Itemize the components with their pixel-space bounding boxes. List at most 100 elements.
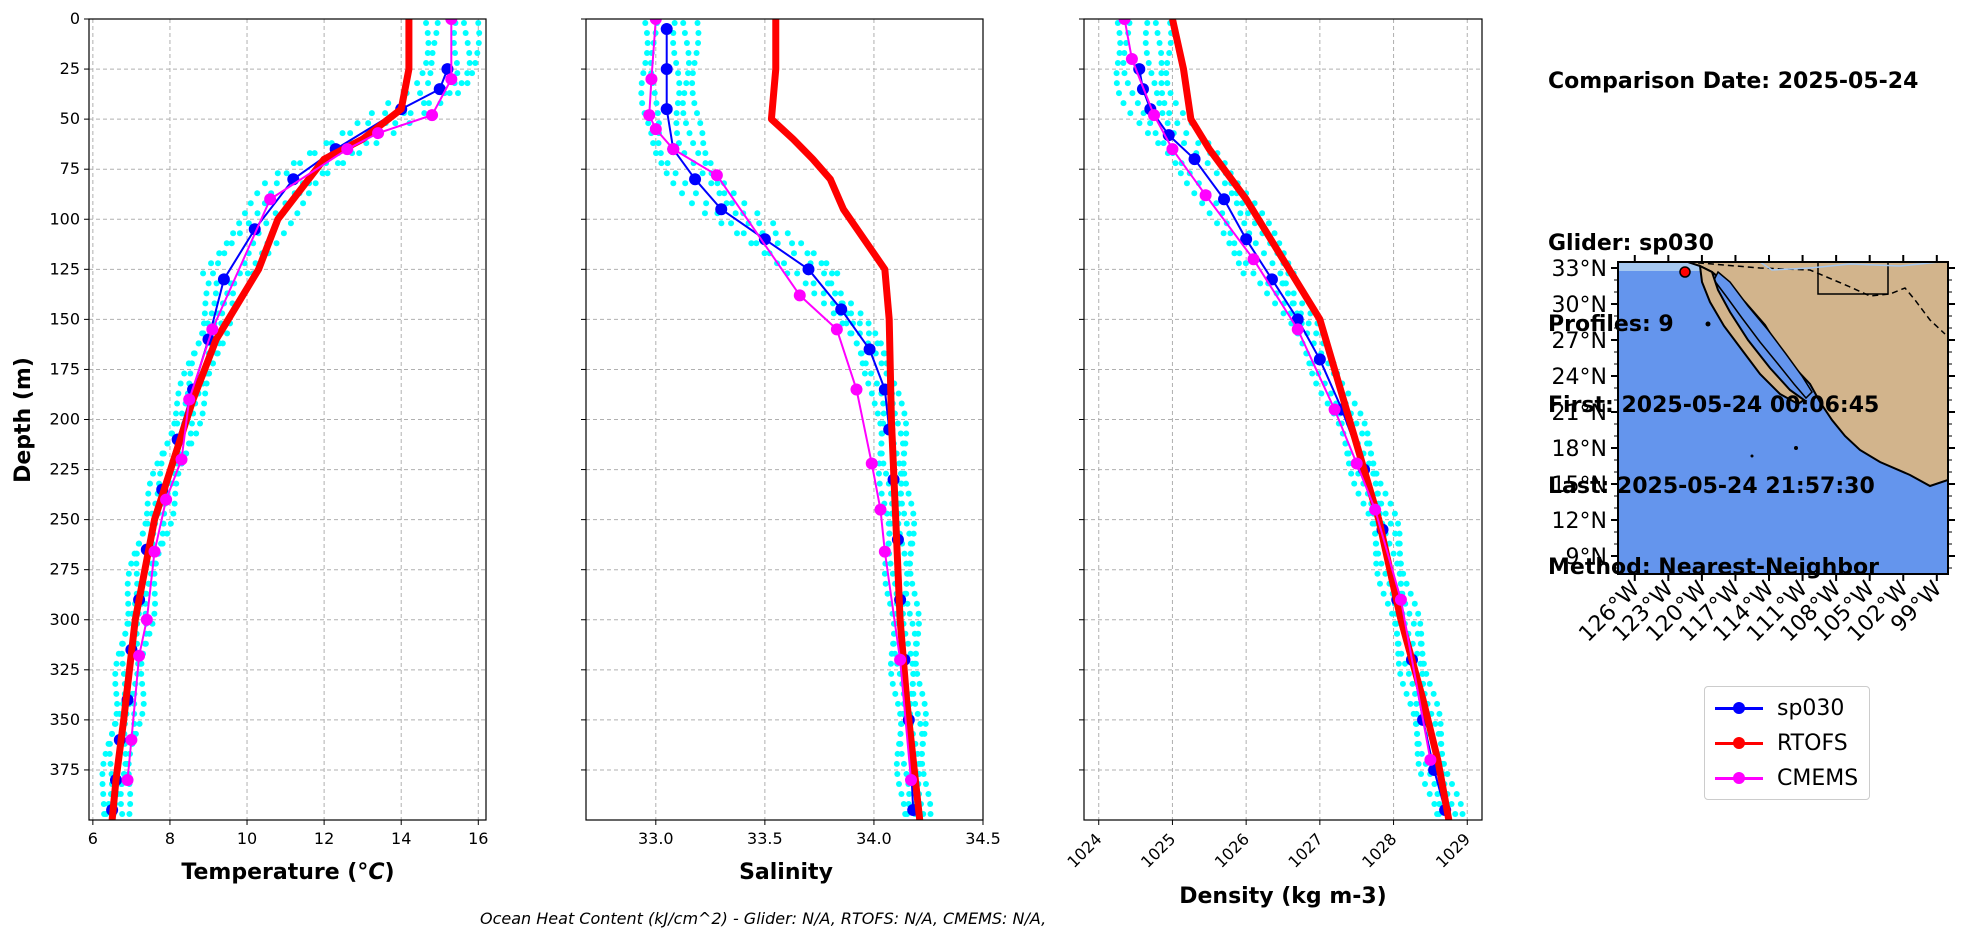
map-lat-label: 24°N [1552,365,1607,390]
glider-profile-point [1257,280,1264,287]
y-tick-label: 375 [49,760,80,779]
glider-profile-point [896,460,903,467]
map-lat-label: 9°N [1566,545,1607,570]
series-point-cmems [1199,189,1212,202]
glider-profile-point [1191,190,1198,197]
series-point-cmems [1328,403,1341,416]
glider-profile-point [1413,700,1420,707]
plot-area [99,19,483,820]
glider-profile-point [1127,110,1134,117]
glider-profile-point [922,710,929,717]
glider-profile-point [1418,640,1425,647]
glider-profile-point [685,70,692,77]
glider-profile-point [1233,200,1240,207]
glider-profile-point [1345,460,1352,467]
glider-profile-point [898,790,905,797]
glider-profile-point [874,410,881,417]
glider-profile-point [211,300,218,307]
series-point-sp030 [1218,193,1231,206]
series-point-sp030 [217,273,230,286]
glider-profile-point [818,260,825,267]
glider-profile-point [1377,480,1384,487]
x-axis-label-temperature: Temperature (°C) [181,860,394,885]
glider-profile-point [791,250,798,257]
glider-profile-point [1242,260,1249,267]
glider-profile-point [1438,730,1445,737]
glider-profile-point [909,680,916,687]
glider-profile-point [1142,30,1149,37]
glider-profile-point [146,630,153,637]
glider-profile-point [1252,240,1259,247]
y-tick-label: 75 [60,159,80,178]
info-line: First: 2025-05-24 00:06:45 [1548,393,1880,418]
glider-profile-point [685,60,692,67]
glider-profile-point [1164,60,1171,67]
glider-profile-point [1181,140,1188,147]
glider-profile-point [407,110,414,117]
glider-profile-point [1269,260,1276,267]
glider-profile-point [871,400,878,407]
glider-profile-point [887,560,894,567]
glider-profile-point [273,240,280,247]
glider-profile-point [283,170,290,177]
glider-profile-point [913,600,920,607]
glider-profile-point [1440,760,1447,767]
x-tick-label: 16 [468,829,488,848]
glider-profile-point [811,290,818,297]
glider-profile-point [1396,540,1403,547]
glider-profile-point [158,460,165,467]
glider-profile-point [1439,750,1446,757]
glider-profile-point [671,50,678,57]
glider-profile-point [1213,170,1220,177]
y-tick-label: 200 [49,410,80,429]
series-point-sp030 [863,343,876,356]
glider-profile-point [202,300,209,307]
glider-profile-point [1280,310,1287,317]
glider-profile-point [290,160,297,167]
glider-profile-point [909,580,916,587]
series-line-rtofs [767,19,924,820]
legend-item-rtofs: RTOFS [1715,729,1848,757]
glider-profile-point [1264,290,1271,297]
glider-profile-point [756,220,763,227]
glider-profile-point [919,690,926,697]
glider-profile-point [1417,620,1424,627]
glider-profile-point [673,120,680,127]
map-lat-label: 21°N [1552,401,1607,426]
x-tick-label: 14 [391,829,411,848]
series-line-cmems [1123,19,1432,761]
glider-profile-point [125,620,132,627]
series-point-sp030 [1291,313,1304,326]
x-tick-label: 1029 [1432,829,1474,871]
glider-profile-point [1183,130,1190,137]
glider-profile-point [117,790,124,797]
glider-profile-point [889,680,896,687]
glider-profile-point [898,480,905,487]
glider-profile-point [125,600,132,607]
glider-profile-point [1415,610,1422,617]
glider-profile-point [878,360,885,367]
glider-profile-point [212,290,219,297]
series-point-sp030 [660,63,673,76]
map-frame [1617,261,1949,575]
y-tick-label: 225 [49,460,80,479]
glider-profile-point [920,770,927,777]
glider-profile-point [143,510,150,517]
glider-profile-point [164,440,171,447]
glider-profile-point [1164,120,1171,127]
glider-profile-point [323,140,330,147]
glider-profile-point [748,240,755,247]
glider-profile-point [1359,430,1366,437]
glider-profile-point [901,510,908,517]
glider-profile-point [903,420,910,427]
glider-profile-point [892,690,899,697]
map-gulf-of-california [1713,270,1813,400]
glider-profile-point [127,800,134,807]
glider-profile-point [215,260,222,267]
map-lat-label: 27°N [1552,329,1607,354]
series-point-cmems [133,649,146,662]
glider-profile-point [906,530,913,537]
glider-profile-point [1277,270,1284,277]
glider-profile-point [368,110,375,117]
